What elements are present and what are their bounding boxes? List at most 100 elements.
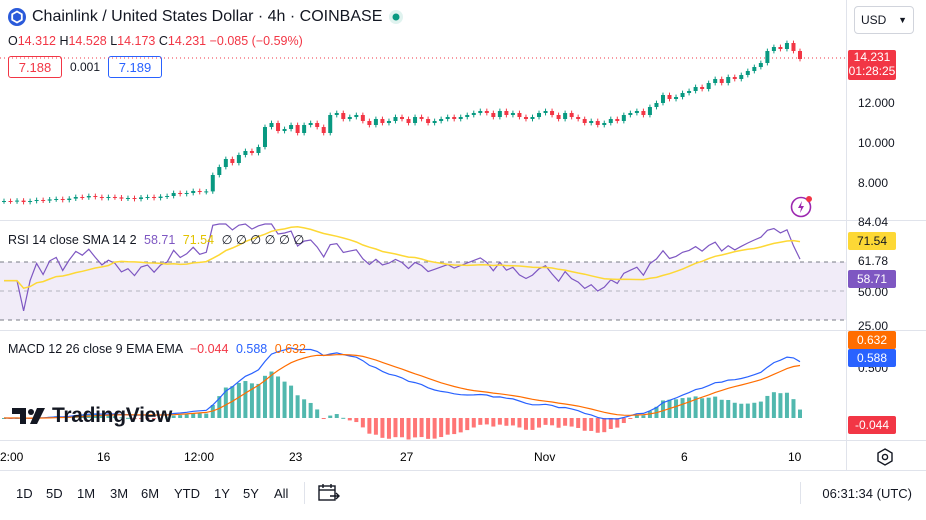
tradingview-logo[interactable]: TradingView [12, 404, 172, 428]
histogram-bar [171, 415, 176, 418]
candle [765, 51, 770, 63]
buy-button[interactable]: 7.189 [108, 56, 162, 78]
time-tick: 16 [97, 450, 111, 464]
candle [752, 67, 757, 71]
candle [771, 47, 776, 51]
histogram-bar [504, 418, 509, 426]
candle [426, 119, 431, 123]
timeframe-1y[interactable]: 1Y [214, 486, 230, 501]
histogram-bar [178, 415, 183, 418]
rsi-sma-value: 71.54 [182, 233, 215, 247]
histogram-bar [798, 409, 802, 418]
timeframe-5y[interactable]: 5Y [243, 486, 259, 501]
histogram-bar [465, 418, 470, 431]
utc-clock[interactable]: 06:31:34 (UTC) [822, 486, 912, 501]
sell-button[interactable]: 7.188 [8, 56, 62, 78]
change-value: −0.085 (−0.59%) [209, 34, 303, 48]
timeframe-1d[interactable]: 1D [16, 486, 33, 501]
histogram-bar [256, 383, 261, 418]
histogram-bar [426, 418, 431, 439]
histogram-bar [106, 415, 111, 418]
candle [243, 151, 248, 155]
candle [628, 113, 633, 115]
candle [34, 200, 39, 201]
histogram-bar [647, 411, 652, 418]
rsi-sma-tag: 71.54 [848, 232, 896, 250]
date-range-icon[interactable] [318, 483, 340, 508]
timeframe-3m[interactable]: 3M [110, 486, 129, 501]
histogram-bar [471, 418, 476, 428]
histogram-bar [328, 415, 333, 418]
candle [302, 125, 307, 133]
candle [60, 199, 65, 200]
histogram-bar [289, 385, 294, 418]
close-key: C [158, 34, 168, 48]
candle [191, 191, 196, 193]
candle [778, 47, 783, 49]
histogram-bar [295, 395, 300, 418]
candle [621, 115, 626, 121]
histogram-bar [197, 413, 202, 418]
histogram-bar [184, 414, 189, 418]
histogram-bar [634, 415, 639, 418]
histogram-bar [556, 418, 561, 428]
high-key: H [59, 34, 69, 48]
histogram-bar [523, 418, 528, 430]
histogram-bar [367, 418, 372, 434]
currency-select[interactable]: USD ▼ [854, 6, 914, 34]
histogram-bar [517, 418, 522, 428]
histogram-bar [543, 418, 548, 425]
candle [315, 123, 320, 127]
candle [93, 196, 98, 197]
settings-icon[interactable] [876, 448, 894, 471]
timeframe-ytd[interactable]: YTD [174, 486, 200, 501]
candle [125, 198, 130, 199]
candle [530, 117, 535, 119]
candle [537, 113, 542, 117]
price-tick: 12.000 [858, 96, 895, 110]
histogram-bar [478, 418, 483, 425]
timeframe-1m[interactable]: 1M [77, 486, 96, 501]
histogram-bar [732, 402, 737, 418]
candle [674, 97, 679, 99]
bar-countdown: 01:28:25 [848, 64, 896, 78]
signal-line [4, 353, 801, 419]
candle [432, 121, 437, 123]
candle [2, 201, 6, 202]
candle [563, 113, 568, 119]
timeframe-5d[interactable]: 5D [46, 486, 63, 501]
timeframe-all[interactable]: All [274, 486, 289, 501]
macd-label[interactable]: MACD 12 26 close 9 EMA EMA [8, 342, 183, 356]
histogram-bar [765, 395, 770, 418]
histogram-bar [99, 415, 104, 418]
histogram-bar [628, 418, 633, 419]
histogram-bar [139, 418, 144, 419]
candle [354, 115, 359, 117]
chart-title-row: Chainlink / United States Dollar · 4h · … [8, 8, 404, 26]
macd-signal-value: 0.632 [274, 342, 306, 356]
candle [400, 117, 404, 119]
candle [217, 167, 222, 175]
histogram-bar [334, 414, 339, 418]
candle [504, 111, 509, 115]
price-tick: 10.000 [858, 136, 895, 150]
chart-title[interactable]: Chainlink / United States Dollar · 4h · … [32, 8, 383, 25]
time-tick: Nov [534, 450, 555, 464]
high-value: 14.528 [68, 34, 107, 48]
histogram-bar [249, 383, 254, 418]
histogram-bar [400, 418, 404, 438]
histogram-bar [223, 387, 228, 418]
lightning-icon[interactable] [790, 195, 814, 224]
histogram-bar [771, 392, 776, 418]
rsi-value: 58.71 [144, 233, 176, 247]
rsi-label[interactable]: RSI 14 close SMA 14 2 [8, 233, 137, 247]
timeframe-6m[interactable]: 6M [141, 486, 160, 501]
histogram-bar [497, 418, 502, 425]
candle [713, 79, 718, 83]
histogram-bar [302, 399, 307, 418]
histogram-bar [204, 413, 209, 418]
candle [439, 119, 444, 121]
histogram-bar [380, 418, 385, 438]
spread-value: 0.001 [70, 60, 101, 74]
